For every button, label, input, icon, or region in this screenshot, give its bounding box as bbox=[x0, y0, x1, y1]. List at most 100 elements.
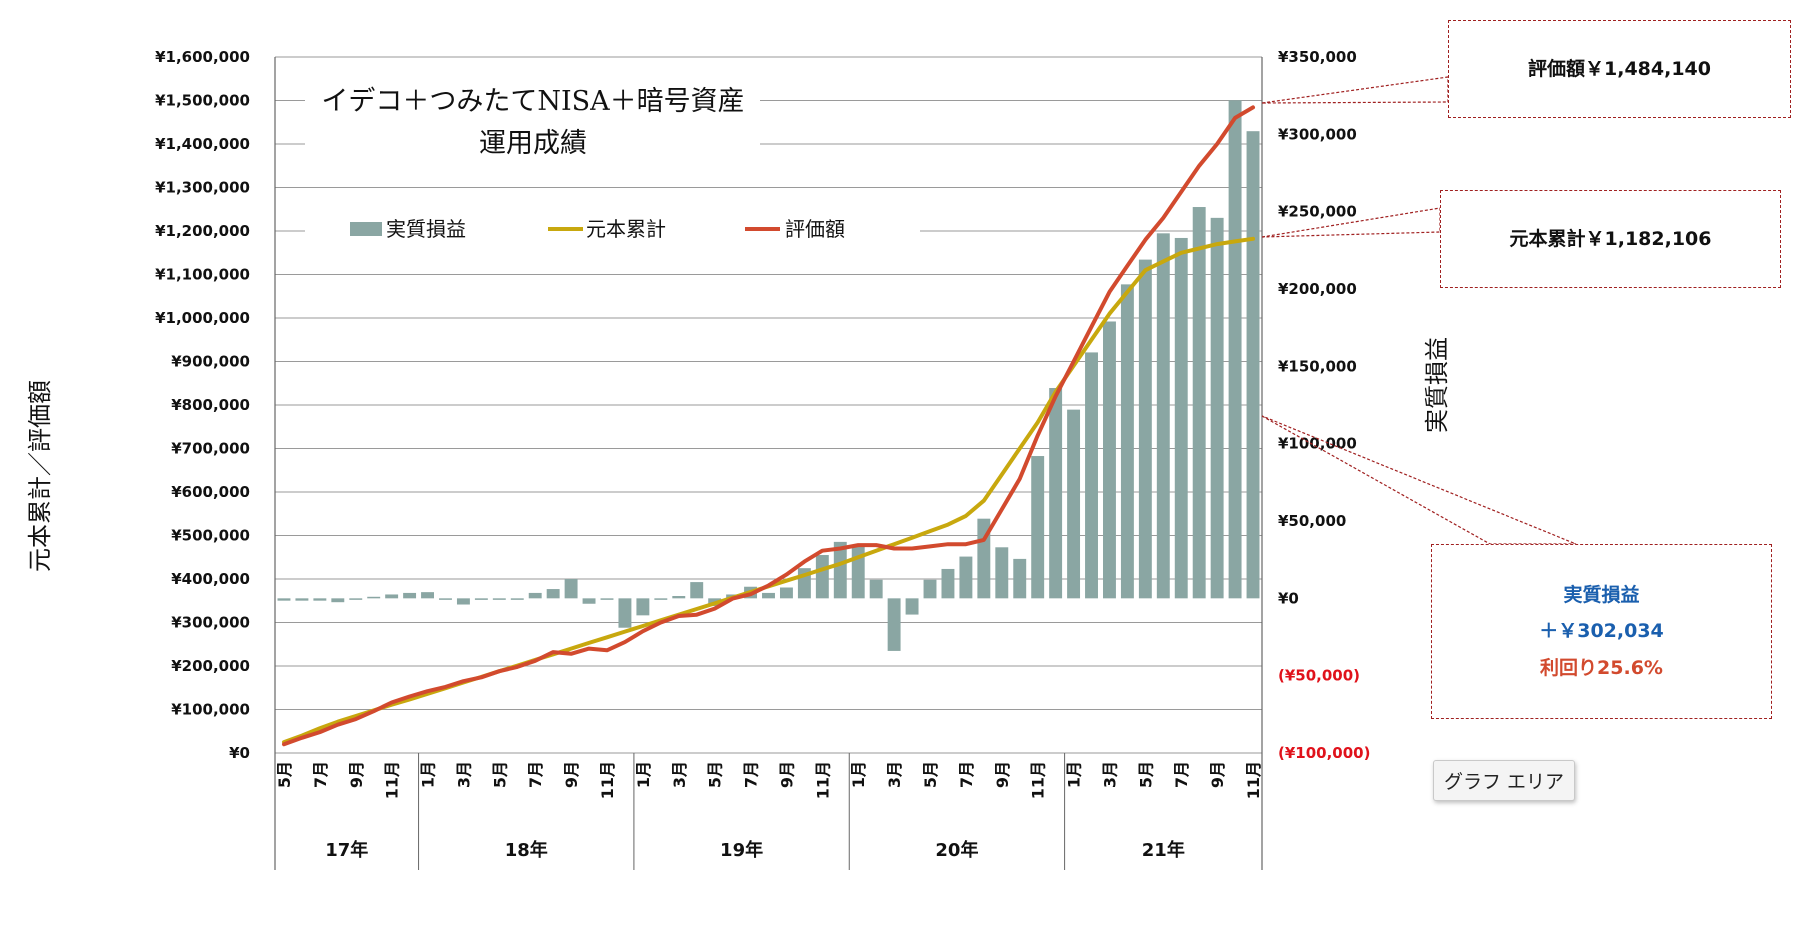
x-month-label: 7月 bbox=[311, 761, 330, 788]
y-left-tick-label: ¥100,000 bbox=[171, 701, 250, 719]
pl-bar bbox=[564, 579, 578, 599]
y-left-tick-label: ¥900,000 bbox=[171, 353, 250, 371]
pl-bar bbox=[779, 587, 793, 599]
x-month-label: 9月 bbox=[993, 761, 1012, 788]
x-year-label: 17年 bbox=[325, 839, 368, 861]
value-line bbox=[282, 105, 1255, 747]
pl-bar bbox=[546, 589, 560, 599]
x-month-label: 9月 bbox=[347, 761, 366, 788]
y-left-tick-label: ¥700,000 bbox=[171, 440, 250, 458]
y-right-tick-label: ¥150,000 bbox=[1278, 357, 1357, 375]
pl-bar bbox=[1031, 456, 1045, 599]
pl-bar bbox=[923, 579, 937, 599]
pl-bar bbox=[815, 555, 829, 599]
principal-callout-text: 元本累計￥1,182,106 bbox=[1509, 227, 1712, 250]
y-right-tick-label: ¥50,000 bbox=[1278, 512, 1346, 530]
pl-bar bbox=[1156, 233, 1170, 599]
y-right-tick-label: ¥350,000 bbox=[1278, 48, 1357, 66]
pl-bar bbox=[654, 598, 668, 600]
x-month-label: 3月 bbox=[670, 761, 689, 788]
x-month-label: 11月 bbox=[1029, 761, 1048, 799]
x-month-label: 11月 bbox=[1244, 761, 1263, 799]
pl-bar bbox=[600, 598, 614, 600]
pl-bar bbox=[995, 547, 1009, 599]
x-month-label: 1月 bbox=[849, 761, 868, 788]
y-right-axis-title: 実質損益 bbox=[1423, 337, 1451, 433]
y-left-tick-label: ¥0 bbox=[229, 744, 250, 762]
x-month-label: 7月 bbox=[526, 761, 545, 788]
y-left-tick-label: ¥800,000 bbox=[171, 396, 250, 414]
x-month-label: 9月 bbox=[1208, 761, 1227, 788]
pl-bar bbox=[1210, 217, 1224, 599]
x-month-label: 7月 bbox=[742, 761, 761, 788]
pl-bar bbox=[403, 592, 417, 599]
x-month-label: 11月 bbox=[813, 761, 832, 799]
pl-bar bbox=[385, 594, 399, 599]
pl-bars bbox=[277, 100, 1260, 651]
pl-bar bbox=[690, 582, 704, 599]
legend-background bbox=[305, 208, 920, 254]
chart-area-tooltip: グラフ エリア bbox=[1433, 760, 1576, 801]
pl-bar bbox=[887, 598, 901, 651]
legend-value: 評価額 bbox=[785, 217, 845, 241]
x-month-label: 5月 bbox=[490, 761, 509, 788]
pl-bar bbox=[331, 598, 345, 603]
x-month-label: 3月 bbox=[454, 761, 473, 788]
legend-pl: 実質損益 bbox=[386, 217, 466, 241]
y-left-tick-label: ¥500,000 bbox=[171, 527, 250, 545]
pl-bar bbox=[941, 568, 955, 599]
y-left-tick-label: ¥1,400,000 bbox=[155, 135, 250, 153]
y-left-axis-title: 元本累計／評価額 bbox=[26, 380, 54, 572]
pl-bar bbox=[1067, 409, 1081, 599]
pl-bar bbox=[510, 598, 524, 600]
y-left-tick-label: ¥300,000 bbox=[171, 614, 250, 632]
y-left-tick-label: ¥1,100,000 bbox=[155, 266, 250, 284]
pl-callout: 実質損益 ＋￥302,034 利回り25.6% bbox=[1431, 544, 1772, 719]
value-callout-leader bbox=[1261, 76, 1449, 104]
principal-callout: 元本累計￥1,182,106 bbox=[1440, 190, 1781, 288]
x-month-label: 11月 bbox=[383, 761, 402, 799]
y-right-tick-label: ¥0 bbox=[1278, 589, 1299, 607]
pl-bar bbox=[1103, 321, 1116, 599]
pl-bar bbox=[528, 592, 542, 599]
x-axis: 5月 7月 9月 11月 1月 3月 5月 7月 9月 11月 1月 3月 5月 7月 9月 11月 1月 3月 5… bbox=[275, 753, 1263, 870]
series-lines bbox=[282, 105, 1255, 747]
y-left-tick-label: ¥1,500,000 bbox=[155, 92, 250, 110]
pl-bar bbox=[1049, 387, 1063, 599]
x-month-label: 7月 bbox=[957, 761, 976, 788]
pl-bar bbox=[833, 541, 847, 599]
pl-bar bbox=[869, 579, 883, 599]
y-right-tick-label: ¥100,000 bbox=[1278, 435, 1357, 453]
pl-bar bbox=[474, 598, 488, 600]
legend-principal: 元本累計 bbox=[586, 217, 666, 241]
pl-bar bbox=[959, 556, 973, 599]
y-left-tick-label: ¥400,000 bbox=[171, 570, 250, 588]
x-month-label: 9月 bbox=[777, 761, 796, 788]
x-month-label: 5月 bbox=[921, 761, 940, 788]
pl-callout-yield: 利回り25.6% bbox=[1540, 656, 1663, 679]
pl-bar bbox=[1174, 237, 1188, 599]
y-left-tick-label: ¥600,000 bbox=[171, 483, 250, 501]
pl-bar bbox=[1120, 284, 1134, 599]
x-month-label: 11月 bbox=[598, 761, 617, 799]
pl-bar bbox=[277, 598, 291, 601]
pl-bar bbox=[295, 598, 309, 601]
legend-bar-swatch bbox=[350, 222, 382, 236]
y-left-tick-label: ¥1,600,000 bbox=[155, 48, 250, 66]
x-month-label: 1月 bbox=[419, 761, 438, 788]
value-callout: 評価額￥1,484,140 bbox=[1448, 20, 1791, 118]
x-year-label: 20年 bbox=[935, 839, 978, 861]
pl-bar bbox=[1085, 352, 1098, 599]
x-month-label: 5月 bbox=[275, 761, 294, 788]
x-month-label: 3月 bbox=[1100, 761, 1119, 788]
chart-title-line1: イデコ＋つみたてNISA＋暗号資産 bbox=[321, 86, 744, 117]
x-month-label: 9月 bbox=[562, 761, 581, 788]
pl-bar bbox=[762, 592, 775, 599]
x-month-label: 1月 bbox=[1065, 761, 1084, 788]
y-left-tick-label: ¥1,300,000 bbox=[155, 179, 250, 197]
y-left-tick-label: ¥1,000,000 bbox=[155, 309, 250, 327]
y-right-tick-label: (¥100,000) bbox=[1278, 744, 1370, 762]
x-month-label: 1月 bbox=[634, 761, 653, 788]
y-right-tick-label: ¥250,000 bbox=[1278, 203, 1357, 221]
